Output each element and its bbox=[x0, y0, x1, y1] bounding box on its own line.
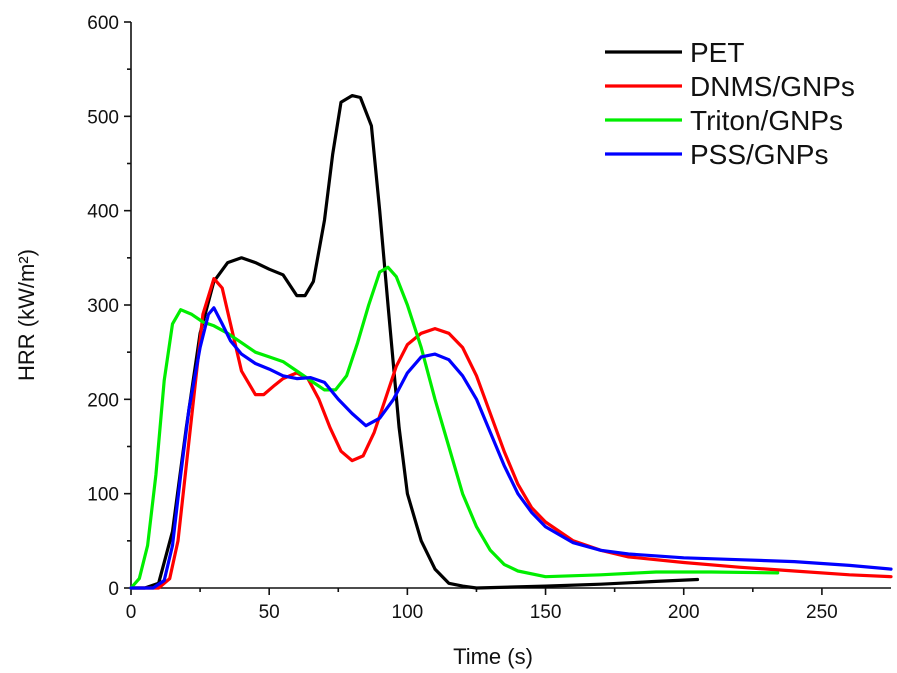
y-tick-label: 200 bbox=[87, 390, 119, 411]
axes: 0 50 100 150 200 250 0 100 200 300 400 500 600 bbox=[87, 13, 891, 623]
legend-label: DNMS/GNPs bbox=[690, 71, 855, 102]
x-tick-label: 100 bbox=[392, 602, 424, 623]
legend-label: PET bbox=[690, 37, 744, 68]
series-line-dnms-gnps bbox=[129, 277, 893, 590]
y-axis-title: HRR (kW/m²) bbox=[14, 249, 39, 381]
series-line-pss-gnps bbox=[129, 306, 893, 590]
y-tick-label: 0 bbox=[108, 579, 119, 600]
series-lines bbox=[129, 94, 893, 590]
x-tick-label: 250 bbox=[806, 602, 838, 623]
legend-label: Triton/GNPs bbox=[690, 105, 843, 136]
legend-label: PSS/GNPs bbox=[690, 139, 828, 170]
series-line-pet bbox=[129, 94, 700, 590]
y-tick-label: 100 bbox=[87, 485, 119, 506]
x-tick-label: 50 bbox=[259, 602, 280, 623]
y-tick-label: 300 bbox=[87, 296, 119, 317]
x-tick-label: 200 bbox=[668, 602, 700, 623]
series-line-triton-gnps bbox=[129, 265, 780, 590]
x-axis-title: Time (s) bbox=[453, 644, 533, 669]
y-tick-label: 400 bbox=[87, 202, 119, 223]
x-tick-label: 0 bbox=[126, 602, 137, 623]
y-tick-label: 600 bbox=[87, 13, 119, 34]
y-tick-label: 500 bbox=[87, 107, 119, 128]
x-tick-label: 150 bbox=[530, 602, 562, 623]
